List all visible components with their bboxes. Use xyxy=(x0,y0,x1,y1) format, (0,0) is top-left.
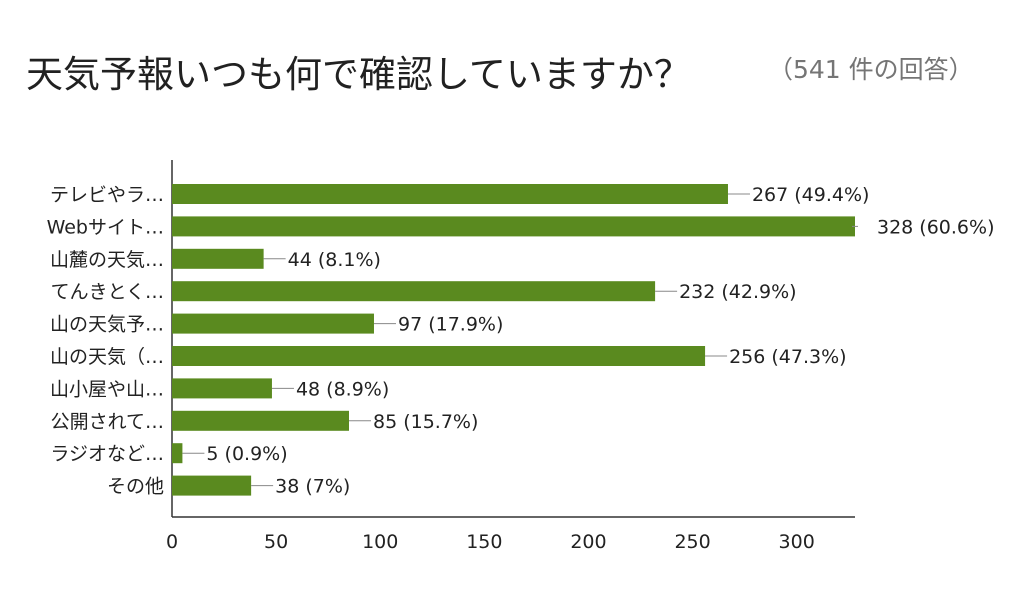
bar xyxy=(172,184,728,204)
category-label: テレビやラ… xyxy=(50,184,164,206)
bar xyxy=(172,475,252,496)
chart-title: 天気予報いつも何で確認していますか？ xyxy=(26,53,691,96)
x-tick-label: 0 xyxy=(166,531,178,553)
data-label: 97 (17.9%) xyxy=(398,314,503,336)
bar xyxy=(172,281,656,302)
category-label: Webサイト… xyxy=(47,216,164,238)
bar xyxy=(172,346,706,366)
category-label: てんきとく… xyxy=(51,281,164,303)
bar xyxy=(172,378,272,399)
bar xyxy=(172,216,855,237)
category-label: 山の天気（… xyxy=(50,346,164,368)
data-label: 38 (7%) xyxy=(275,476,350,498)
x-tick-label: 200 xyxy=(570,531,606,553)
x-tick-label: 100 xyxy=(362,531,398,553)
bar xyxy=(172,313,374,334)
bar xyxy=(172,410,349,431)
category-label: 山麓の天気… xyxy=(50,249,164,271)
category-label: その他 xyxy=(107,476,164,498)
response-count: （541 件の回答） xyxy=(768,55,974,84)
x-tick-label: 300 xyxy=(779,531,815,553)
data-label: 5 (0.9%) xyxy=(206,443,287,465)
data-label: 256 (47.3%) xyxy=(729,346,847,368)
data-label: 328 (60.6%) xyxy=(877,216,995,238)
bar xyxy=(172,443,183,464)
x-tick-label: 150 xyxy=(466,531,502,553)
data-label: 44 (8.1%) xyxy=(288,249,381,271)
bar xyxy=(172,248,264,269)
category-label: 山の天気予… xyxy=(50,314,164,336)
category-label: 山小屋や山… xyxy=(50,378,164,400)
category-label: ラジオなど… xyxy=(50,443,164,465)
category-label: 公開されて… xyxy=(51,411,164,433)
data-label: 85 (15.7%) xyxy=(373,411,478,433)
x-tick-label: 50 xyxy=(264,531,288,553)
x-tick-label: 250 xyxy=(674,531,710,553)
data-label: 232 (42.9%) xyxy=(679,281,797,303)
data-label: 267 (49.4%) xyxy=(752,184,870,206)
data-label: 48 (8.9%) xyxy=(296,378,389,400)
